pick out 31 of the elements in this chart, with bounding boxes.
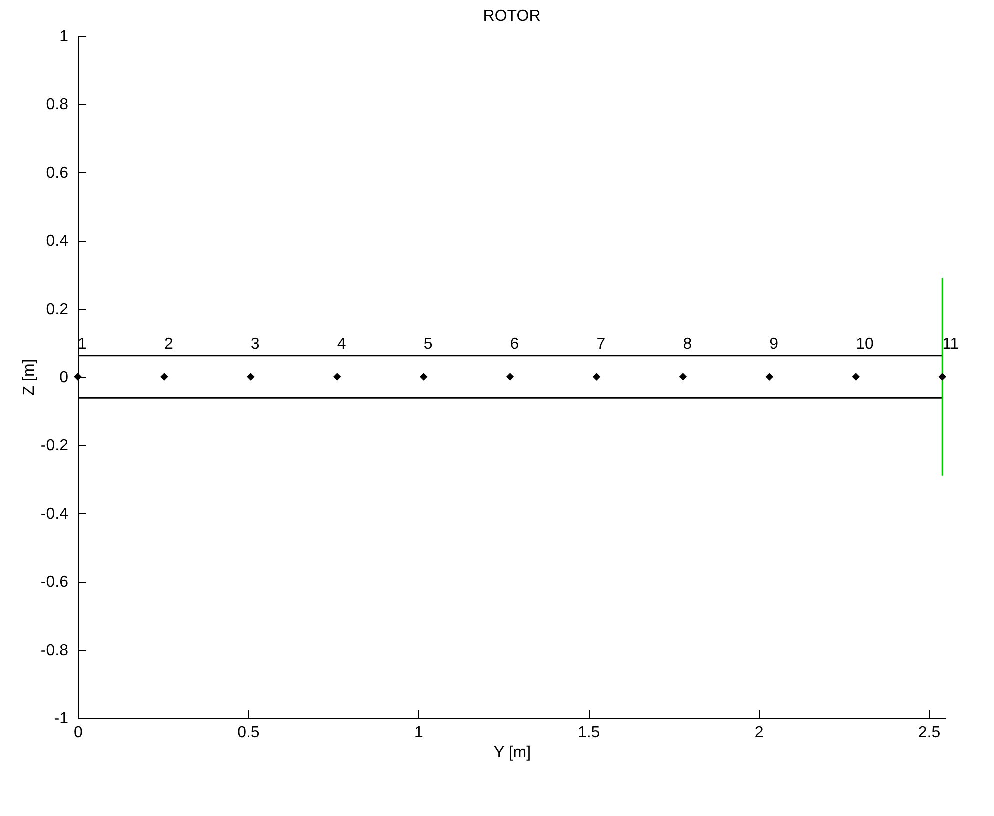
annotation: 8 — [683, 336, 692, 353]
y-tick-label: -0.8 — [40, 642, 69, 660]
chart-title: ROTOR — [483, 8, 541, 25]
x-axis-title: Y [m] — [494, 744, 532, 762]
annotation: 6 — [510, 336, 520, 353]
x-tick-label: 2 — [754, 724, 764, 742]
annotation: 5 — [424, 336, 433, 353]
y-tick-label: 0.8 — [46, 96, 69, 114]
annotation: 2 — [164, 336, 174, 353]
x-tick-label: 1.5 — [578, 724, 600, 742]
y-tick-label: 0.2 — [46, 301, 69, 318]
annotation: 7 — [596, 336, 606, 353]
y-axis-title: Z [m] — [20, 359, 38, 396]
annotation: 1 — [78, 336, 87, 353]
y-tick-label: 1 — [60, 28, 69, 46]
y-tick-label: 0 — [60, 370, 69, 386]
annotation: 11 — [942, 336, 960, 353]
x-tick-label: 1 — [414, 724, 424, 742]
y-tick-label: 0.6 — [46, 164, 69, 182]
y-tick-label: 0.4 — [46, 233, 69, 250]
y-tick-label: -0.4 — [40, 506, 69, 523]
x-tick-label: 2.5 — [918, 724, 941, 742]
x-tick-label: 0.5 — [238, 724, 260, 742]
annotation: 10 — [856, 336, 874, 353]
annotation: 3 — [250, 336, 260, 353]
y-tick-label: -1 — [54, 710, 69, 728]
annotation: 4 — [337, 336, 346, 353]
y-tick-label: -0.6 — [40, 574, 69, 592]
annotation: 9 — [770, 336, 779, 353]
x-tick-label: 0 — [74, 724, 84, 742]
y-tick-label: -0.2 — [40, 438, 69, 455]
